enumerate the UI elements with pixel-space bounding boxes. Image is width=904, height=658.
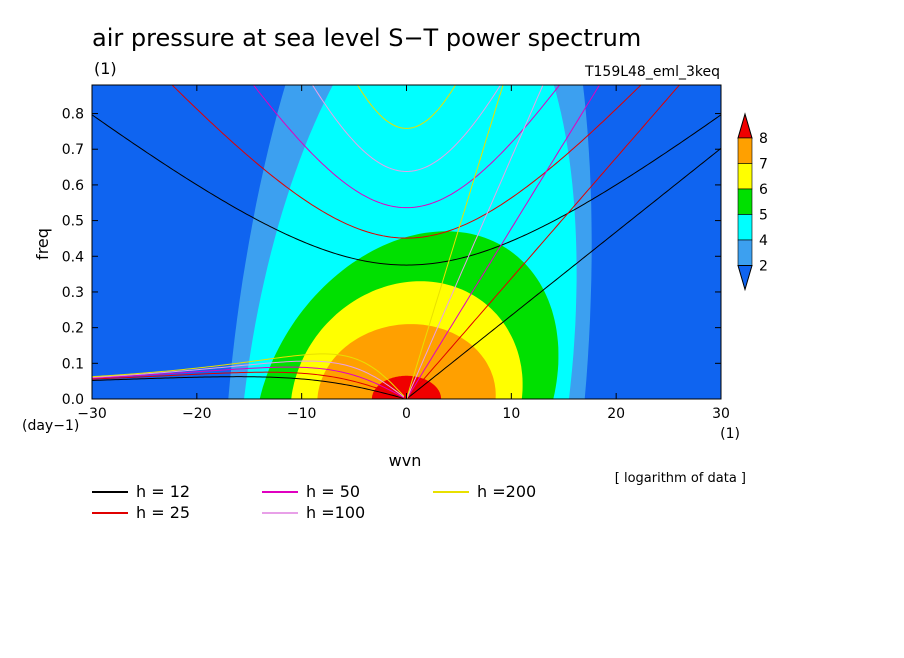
inertia-gravity-curve-h200 xyxy=(356,85,457,129)
colorbar-segment xyxy=(737,137,753,164)
kelvin-curve-h200 xyxy=(406,85,504,399)
legend-label: h =100 xyxy=(306,503,365,522)
rossby-curve-h200 xyxy=(92,353,405,397)
y-unit-label: (day−1) xyxy=(22,418,79,434)
field-level-5 xyxy=(317,324,496,399)
rossby-curve-h12 xyxy=(92,376,405,399)
inertia-gravity-curve-h100 xyxy=(311,85,502,172)
y-tick-label: 0.8 xyxy=(62,107,84,123)
x-unit-label: (1) xyxy=(720,426,740,442)
inertia-gravity-curve-h12 xyxy=(92,114,721,266)
log-note: [ logarithm of data ] xyxy=(615,471,746,486)
y-tick-label: 0.2 xyxy=(62,321,84,337)
colorbar-level-label: 2 xyxy=(759,259,768,275)
y-axis: 0.0 0.1 0.2 0.3 0.4 0.5 0.6 0.7 0.8 xyxy=(62,107,721,408)
colorbar-level-label: 8 xyxy=(759,131,768,147)
colorbar-level-label: 5 xyxy=(759,208,768,224)
colorbar-segment xyxy=(737,214,753,241)
colorbar-top-arrow xyxy=(737,112,753,139)
title-unit: (1) xyxy=(94,59,117,78)
rossby-curve-h50 xyxy=(92,366,405,399)
colorbar-level-label: 4 xyxy=(759,233,768,249)
plot-area xyxy=(92,85,721,399)
colorbar-segment xyxy=(737,188,753,215)
y-tick-label: 0.4 xyxy=(62,249,84,265)
legend-label: h = 25 xyxy=(136,503,190,522)
x-tick-label: −10 xyxy=(287,406,317,422)
y-axis-label: freq xyxy=(33,228,52,260)
y-tick-label: 0.1 xyxy=(62,356,84,372)
colorbar-bottom-arrow xyxy=(737,265,753,292)
x-tick-label: −30 xyxy=(77,406,107,422)
y-tick-label: 0.3 xyxy=(62,285,84,301)
kelvin-curve-h50 xyxy=(406,85,601,399)
x-tick-label: 0 xyxy=(402,406,411,422)
x-tick-label: 20 xyxy=(607,406,625,422)
legend-label: h = 12 xyxy=(136,482,190,501)
dispersion-curves xyxy=(92,85,721,399)
colorbar-level-label: 7 xyxy=(759,157,768,173)
colorbar-segment xyxy=(737,239,753,266)
y-tick-label: 0.7 xyxy=(62,142,84,158)
x-axis-label: wvn xyxy=(389,451,422,470)
rossby-curve-h100 xyxy=(92,360,405,398)
y-tick-label: 0.5 xyxy=(62,214,84,230)
inertia-gravity-curve-h25 xyxy=(171,85,642,239)
inertia-gravity-curve-h50 xyxy=(252,85,561,209)
x-tick-label: 10 xyxy=(502,406,520,422)
kelvin-curve-h100 xyxy=(406,85,544,399)
colorbar-level-label: 6 xyxy=(759,182,768,198)
dispersion-legend: h = 12 h = 25 h = 50 h =100 h =200 xyxy=(92,482,536,522)
x-axis: −30 −20 −10 0 10 20 30 xyxy=(77,85,730,422)
kelvin-curve-h12 xyxy=(406,147,721,399)
kelvin-curve-h25 xyxy=(406,85,681,399)
y-tick-label: 0.0 xyxy=(62,392,84,408)
colorbar: 2 4 5 6 7 8 xyxy=(737,112,768,292)
x-tick-label: 30 xyxy=(712,406,730,422)
y-tick-label: 0.6 xyxy=(62,178,84,194)
run-label: T159L48_eml_3keq xyxy=(584,64,720,80)
x-tick-label: −20 xyxy=(182,406,212,422)
colorbar-segment xyxy=(737,163,753,190)
legend-label: h = 50 xyxy=(306,482,360,501)
rossby-curve-h25 xyxy=(92,371,405,399)
legend-label: h =200 xyxy=(477,482,536,501)
chart-title: air pressure at sea level S−T power spec… xyxy=(92,24,641,52)
